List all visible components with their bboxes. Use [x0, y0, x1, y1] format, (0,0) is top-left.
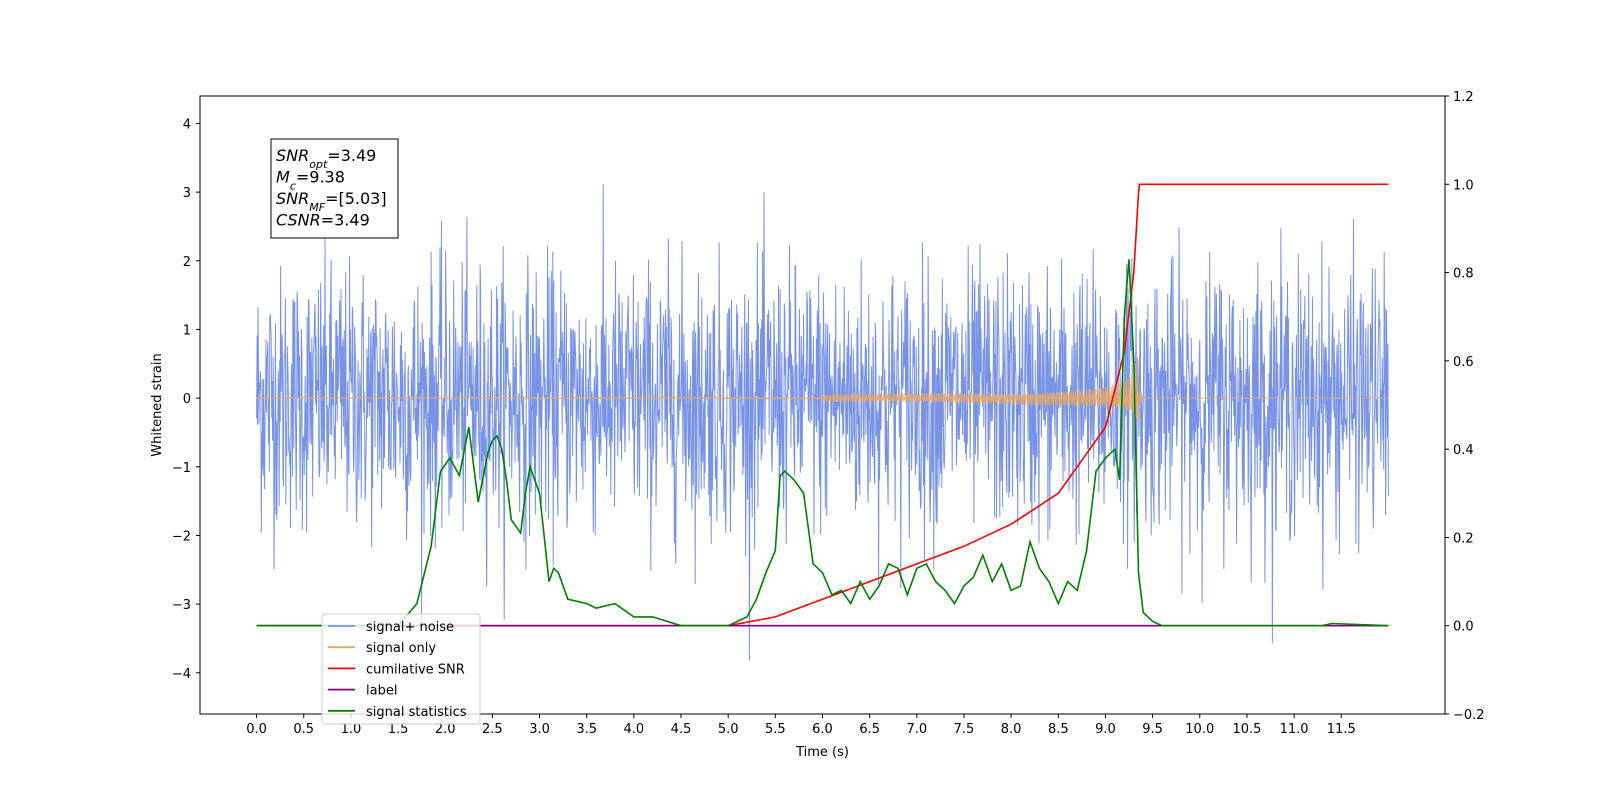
y2-tick-label: 0.6 [1453, 355, 1474, 370]
annotation-box: SNRopt=3.49 Mc=9.38 SNRMF=[5.03] CSNR=3.… [270, 138, 399, 239]
legend-entry: signal only [366, 641, 436, 656]
x-tick-label: 6.5 [859, 722, 880, 737]
annotation-mc-main: M [276, 168, 290, 187]
annotation-snr-opt-main: SNR [276, 146, 309, 165]
y2-tick-label: 1.2 [1453, 90, 1474, 105]
series-cumilative-snr [256, 183, 1389, 627]
x-axis-ticks: 0.0 0.5 1.0 1.5 2.0 2.5 3.0 3.5 4.0 4.5 5.0 5.5 6.0 6… [246, 714, 1356, 737]
legend-entry: signal statistics [366, 705, 467, 720]
x-tick-label: 5.0 [718, 722, 739, 737]
x-tick-label: 5.5 [765, 722, 786, 737]
annotation-csnr: CSNR=3.49 [276, 211, 370, 230]
x-tick-label: 3.0 [529, 722, 550, 737]
x-tick-label: 1.0 [341, 722, 362, 737]
x-tick-label: 7.0 [906, 722, 927, 737]
y-tick-label: 0 [183, 392, 191, 407]
x-tick-label: 1.5 [388, 722, 409, 737]
y-tick-label: 1 [183, 323, 191, 338]
y-tick-label: −3 [172, 598, 191, 613]
series-signal-noise [256, 184, 1389, 661]
series-signal-statistics [256, 259, 1389, 627]
legend-entry: label [366, 684, 397, 699]
x-tick-label: 8.0 [1001, 722, 1022, 737]
legend-frame [321, 613, 481, 725]
annotation-snr-opt-sub: opt [309, 158, 328, 171]
y-tick-label: 3 [183, 186, 191, 201]
x-tick-label: 11.0 [1280, 722, 1309, 737]
y-tick-label: −4 [172, 667, 191, 682]
annotation-snr-mf-sub: MF [309, 201, 325, 214]
y2-tick-label: 0.0 [1453, 620, 1474, 635]
y-axis-ticks: 4 3 2 1 0 −1 −2 −3 −4 [172, 117, 200, 682]
legend: signal+ noise signal only cumilative SNR la… [321, 613, 481, 725]
x-tick-label: 4.0 [624, 722, 645, 737]
annotation-mc-sub: c [290, 179, 296, 192]
annotation-mc-value: =9.38 [296, 168, 345, 187]
x-tick-label: 8.5 [1048, 722, 1069, 737]
x-tick-label: 6.0 [812, 722, 833, 737]
y2-tick-label: 0.8 [1453, 267, 1474, 282]
annotation-snr-mf: SNRMF=[5.03] [276, 189, 387, 214]
annotation-snr-mf-main: SNR [276, 189, 309, 208]
y-tick-label: 4 [183, 117, 191, 132]
y2-axis-ticks: 1.2 1.0 0.8 0.6 0.4 0.2 0.0 −0.2 [1445, 90, 1485, 723]
x-tick-label: 7.5 [954, 722, 975, 737]
x-tick-label: 4.5 [671, 722, 692, 737]
y-tick-label: 2 [183, 255, 191, 270]
x-tick-label: 9.5 [1142, 722, 1163, 737]
legend-entry: signal+ noise [366, 620, 454, 635]
x-tick-label: 9.0 [1095, 722, 1116, 737]
x-tick-label: 2.0 [435, 722, 456, 737]
y-tick-label: −2 [172, 529, 191, 544]
x-tick-label: 2.5 [482, 722, 503, 737]
annotation-csnr-main: CSNR [276, 211, 321, 230]
x-tick-label: 11.5 [1327, 722, 1356, 737]
y2-tick-label: 1.0 [1453, 178, 1474, 193]
annotation-frame [270, 138, 399, 239]
x-tick-label: 10.5 [1232, 722, 1261, 737]
y2-tick-label: −0.2 [1453, 708, 1485, 723]
y2-tick-label: 0.4 [1453, 443, 1474, 458]
y2-tick-label: 0.2 [1453, 531, 1474, 546]
annotation-snr-opt: SNRopt=3.49 [276, 146, 376, 171]
annotation-csnr-value: =3.49 [321, 211, 370, 230]
x-tick-label: 0.0 [246, 722, 267, 737]
series-signal-only [256, 356, 1389, 420]
x-axis-label: Time (s) [795, 745, 849, 760]
y-tick-label: −1 [172, 461, 191, 476]
annotation-snr-opt-value: =3.49 [327, 146, 376, 165]
legend-entry: cumilative SNR [366, 662, 465, 677]
x-tick-label: 10.0 [1185, 722, 1214, 737]
annotation-snr-mf-value: =[5.03] [325, 189, 387, 208]
x-tick-label: 3.5 [576, 722, 597, 737]
x-tick-label: 0.5 [293, 722, 314, 737]
plot-area [256, 183, 1389, 661]
y-axis-label: Whitened strain [150, 353, 165, 456]
annotation-mc: Mc=9.38 [276, 168, 345, 193]
